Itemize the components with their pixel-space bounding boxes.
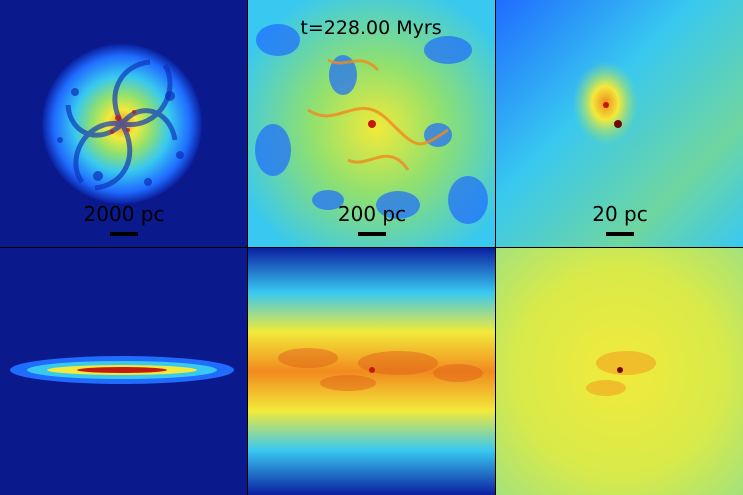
scale-label-20pc: 20 pc (592, 202, 648, 226)
turbulent-disk-image (248, 0, 495, 247)
panel-face-on-2000pc: 2000 pc (0, 0, 247, 247)
panel-face-on-200pc: t=228.00 Myrs 200 pc (248, 0, 495, 247)
panel-edge-on-2000pc (0, 248, 247, 495)
core-edge-image (496, 248, 743, 495)
panel-edge-on-200pc (248, 248, 495, 495)
scale-label-2000pc: 2000 pc (83, 202, 165, 226)
timestamp-label: t=228.00 Myrs (300, 17, 442, 39)
scale-bar-2000pc (110, 232, 138, 236)
galaxy-face-on-image (0, 0, 247, 247)
galaxy-edge-on-image (0, 248, 247, 495)
scale-bar-20pc (606, 232, 634, 236)
scale-bar-200pc (358, 232, 386, 236)
panel-face-on-20pc: 20 pc (496, 0, 743, 247)
disk-slab-image (248, 248, 495, 495)
core-region-image (496, 0, 743, 247)
scale-label-200pc: 200 pc (337, 202, 407, 226)
panel-edge-on-20pc (496, 248, 743, 495)
